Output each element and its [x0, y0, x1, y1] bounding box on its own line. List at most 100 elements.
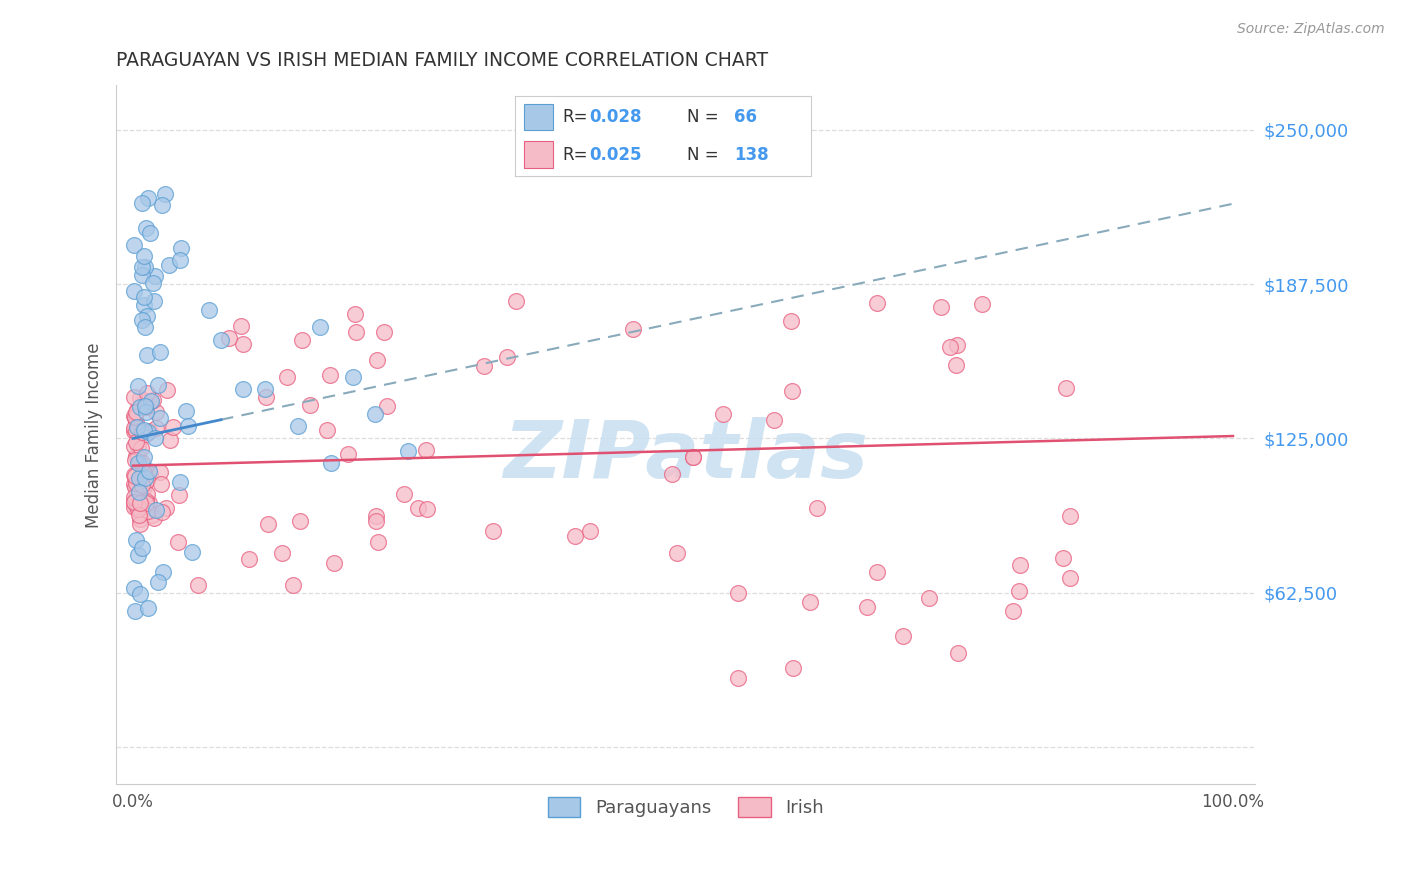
Point — [127, 501, 149, 516]
Point — [364, 407, 387, 421]
Point — [287, 419, 309, 434]
Point — [122, 421, 145, 435]
Point — [141, 394, 163, 409]
Point — [482, 524, 505, 538]
Point — [806, 501, 828, 516]
Legend: Paraguayans, Irish: Paraguayans, Irish — [540, 790, 831, 824]
Point — [257, 516, 280, 531]
Point — [127, 480, 149, 494]
Point — [136, 487, 159, 501]
Point — [132, 249, 155, 263]
Point — [232, 336, 254, 351]
Point — [155, 501, 177, 516]
Point — [918, 591, 941, 605]
Point — [127, 403, 149, 417]
Point — [122, 409, 145, 423]
Point — [149, 465, 172, 479]
Point — [127, 548, 149, 562]
Point — [366, 514, 388, 528]
Point — [125, 434, 148, 449]
Point — [125, 419, 148, 434]
Text: Source: ZipAtlas.com: Source: ZipAtlas.com — [1237, 22, 1385, 37]
Point — [125, 500, 148, 515]
Point — [129, 516, 152, 531]
Point — [135, 309, 157, 323]
Point — [131, 260, 153, 274]
Point — [134, 395, 156, 409]
Point — [124, 237, 146, 252]
Point — [319, 368, 342, 382]
Point — [132, 464, 155, 478]
Point — [970, 297, 993, 311]
Point — [298, 398, 321, 412]
Point — [416, 502, 439, 516]
Point — [505, 293, 527, 308]
Point — [149, 345, 172, 359]
Point — [124, 604, 146, 618]
Point — [396, 443, 419, 458]
Point — [945, 338, 967, 352]
Point — [135, 496, 157, 510]
Point — [122, 424, 145, 438]
Point — [122, 476, 145, 491]
Point — [866, 296, 889, 310]
Point — [134, 471, 156, 485]
Point — [135, 348, 157, 362]
Point — [128, 512, 150, 526]
Point — [174, 404, 197, 418]
Point — [128, 508, 150, 523]
Point — [1059, 571, 1081, 585]
Point — [159, 434, 181, 448]
Point — [125, 424, 148, 438]
Point — [254, 390, 277, 404]
Point — [135, 427, 157, 442]
Point — [727, 671, 749, 685]
Point — [122, 284, 145, 298]
Point — [366, 353, 388, 368]
Text: ZIPatlas: ZIPatlas — [503, 417, 869, 495]
Point — [128, 391, 150, 405]
Point — [135, 493, 157, 508]
Point — [131, 477, 153, 491]
Point — [309, 320, 332, 334]
Point — [1052, 551, 1074, 566]
Point — [138, 467, 160, 482]
Point — [125, 533, 148, 547]
Point — [142, 393, 165, 408]
Point — [946, 647, 969, 661]
Point — [138, 496, 160, 510]
Point — [891, 629, 914, 643]
Point — [276, 369, 298, 384]
Point — [122, 490, 145, 504]
Point — [134, 480, 156, 494]
Point — [780, 314, 803, 328]
Point — [145, 421, 167, 435]
Point — [167, 488, 190, 502]
Point — [125, 405, 148, 419]
Point — [132, 465, 155, 479]
Point — [229, 319, 252, 334]
Point — [132, 289, 155, 303]
Point — [762, 413, 785, 427]
Point — [406, 500, 429, 515]
Y-axis label: Median Family Income: Median Family Income — [86, 342, 103, 527]
Point — [127, 439, 149, 453]
Point — [128, 484, 150, 499]
Point — [135, 405, 157, 419]
Point — [125, 500, 148, 514]
Point — [271, 546, 294, 560]
Point — [132, 423, 155, 437]
Point — [290, 334, 312, 348]
Point — [143, 432, 166, 446]
Point — [682, 450, 704, 465]
Point — [125, 415, 148, 429]
Point — [661, 467, 683, 481]
Point — [415, 443, 437, 458]
Point — [145, 503, 167, 517]
Point — [143, 269, 166, 284]
Point — [124, 582, 146, 596]
Point — [131, 425, 153, 440]
Point — [344, 325, 367, 339]
Point — [125, 449, 148, 463]
Point — [132, 394, 155, 409]
